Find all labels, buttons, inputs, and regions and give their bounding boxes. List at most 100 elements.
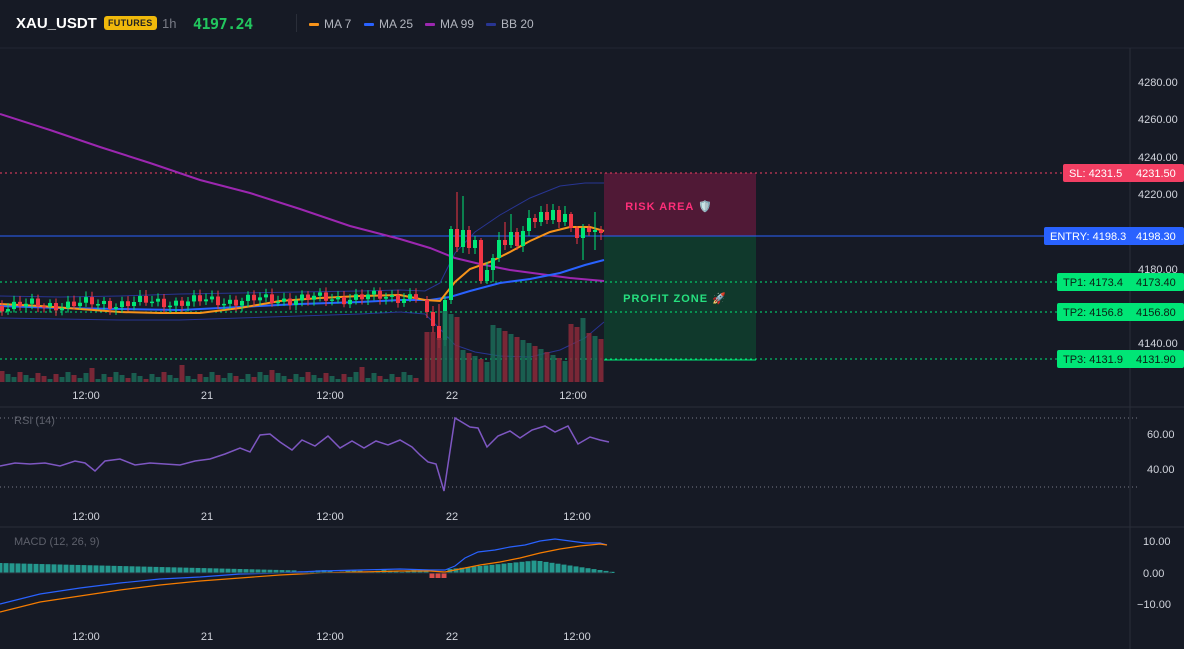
candle-body[interactable] xyxy=(449,229,453,300)
candle-body[interactable] xyxy=(210,296,214,300)
candle-body[interactable] xyxy=(216,296,220,306)
candle-body[interactable] xyxy=(222,303,226,306)
candle-body[interactable] xyxy=(378,290,382,299)
candle-body[interactable] xyxy=(318,292,322,296)
candle-body[interactable] xyxy=(467,230,471,248)
candle-body[interactable] xyxy=(545,212,549,220)
interval-label[interactable]: 1h xyxy=(162,16,177,31)
candle-body[interactable] xyxy=(6,309,10,312)
candle-body[interactable] xyxy=(18,301,22,307)
candle-body[interactable] xyxy=(102,300,106,305)
candle-body[interactable] xyxy=(306,294,310,300)
candle-body[interactable] xyxy=(114,307,118,309)
candle-body[interactable] xyxy=(72,301,76,307)
candle-body[interactable] xyxy=(563,214,567,222)
symbol-name[interactable]: XAU_USDT xyxy=(16,15,97,32)
candle-body[interactable] xyxy=(108,300,112,309)
candle-body[interactable] xyxy=(408,294,412,299)
candle-body[interactable] xyxy=(48,303,52,307)
candle-body[interactable] xyxy=(186,301,190,306)
candle-body[interactable] xyxy=(66,301,70,309)
candle-body[interactable] xyxy=(234,299,238,306)
candle-body[interactable] xyxy=(162,298,166,308)
candle-body[interactable] xyxy=(30,298,34,304)
candle-body[interactable] xyxy=(294,300,298,306)
candle-body[interactable] xyxy=(42,306,46,308)
candle-body[interactable] xyxy=(360,294,364,300)
candle-body[interactable] xyxy=(461,230,465,247)
candle-body[interactable] xyxy=(533,218,537,222)
candle-body[interactable] xyxy=(24,303,28,307)
candle-body[interactable] xyxy=(402,298,406,303)
candle-body[interactable] xyxy=(473,240,477,248)
candle-body[interactable] xyxy=(414,294,418,300)
candle-body[interactable] xyxy=(509,232,513,245)
profit-zone[interactable] xyxy=(604,236,756,360)
candle-body[interactable] xyxy=(198,295,202,302)
candle-body[interactable] xyxy=(120,301,124,308)
candle-body[interactable] xyxy=(575,228,579,238)
candle-body[interactable] xyxy=(168,305,172,308)
candle-body[interactable] xyxy=(336,297,340,300)
candle-body[interactable] xyxy=(90,297,94,305)
candle-body[interactable] xyxy=(581,228,585,238)
candle-body[interactable] xyxy=(240,300,244,306)
candle-body[interactable] xyxy=(138,295,142,302)
candle-body[interactable] xyxy=(479,240,483,281)
candle-body[interactable] xyxy=(60,308,64,311)
candle-body[interactable] xyxy=(455,229,459,247)
candle-body[interactable] xyxy=(84,297,88,303)
candle-body[interactable] xyxy=(150,301,154,304)
candle-body[interactable] xyxy=(539,212,543,222)
candle-body[interactable] xyxy=(497,240,501,258)
candle-body[interactable] xyxy=(569,214,573,228)
candle-body[interactable] xyxy=(527,218,531,231)
legend-ma99[interactable]: MA 99 xyxy=(425,17,474,31)
candle-body[interactable] xyxy=(551,210,555,220)
candle-body[interactable] xyxy=(156,298,160,302)
candle-body[interactable] xyxy=(599,230,603,233)
candle-body[interactable] xyxy=(282,298,286,302)
candle-body[interactable] xyxy=(384,296,388,299)
candle-body[interactable] xyxy=(126,301,130,307)
candle-body[interactable] xyxy=(354,294,358,300)
candle-body[interactable] xyxy=(521,231,525,246)
candle-body[interactable] xyxy=(425,300,429,312)
candle-body[interactable] xyxy=(437,326,441,340)
candle-body[interactable] xyxy=(144,295,148,303)
candle-body[interactable] xyxy=(593,230,597,232)
candle-body[interactable] xyxy=(204,299,208,302)
candle-body[interactable] xyxy=(264,294,268,298)
risk-area-zone[interactable] xyxy=(604,173,756,236)
candle-body[interactable] xyxy=(228,299,232,304)
candle-body[interactable] xyxy=(587,228,591,232)
candle-body[interactable] xyxy=(515,232,519,246)
legend-ma7[interactable]: MA 7 xyxy=(309,17,351,31)
candle-body[interactable] xyxy=(491,258,495,270)
candle-body[interactable] xyxy=(372,290,376,295)
candle-body[interactable] xyxy=(132,301,136,307)
candle-body[interactable] xyxy=(276,301,280,304)
candle-body[interactable] xyxy=(366,294,370,300)
candle-body[interactable] xyxy=(96,304,100,306)
candle-body[interactable] xyxy=(324,292,328,301)
candle-body[interactable] xyxy=(557,210,561,222)
candle-body[interactable] xyxy=(431,312,435,326)
candle-body[interactable] xyxy=(270,294,274,304)
candle-body[interactable] xyxy=(78,302,82,307)
legend-bb20[interactable]: BB 20 xyxy=(486,17,534,31)
legend-ma25[interactable]: MA 25 xyxy=(364,17,413,31)
candle-body[interactable] xyxy=(342,297,346,305)
candle-body[interactable] xyxy=(54,303,58,311)
candle-body[interactable] xyxy=(348,299,352,305)
candle-body[interactable] xyxy=(246,294,250,301)
candle-body[interactable] xyxy=(503,240,507,245)
candle-body[interactable] xyxy=(36,298,40,307)
candle-body[interactable] xyxy=(252,294,256,301)
candle-body[interactable] xyxy=(390,295,394,297)
candle-body[interactable] xyxy=(12,301,16,310)
candle-body[interactable] xyxy=(0,306,4,312)
candle-body[interactable] xyxy=(330,299,334,301)
candle-body[interactable] xyxy=(485,270,489,281)
